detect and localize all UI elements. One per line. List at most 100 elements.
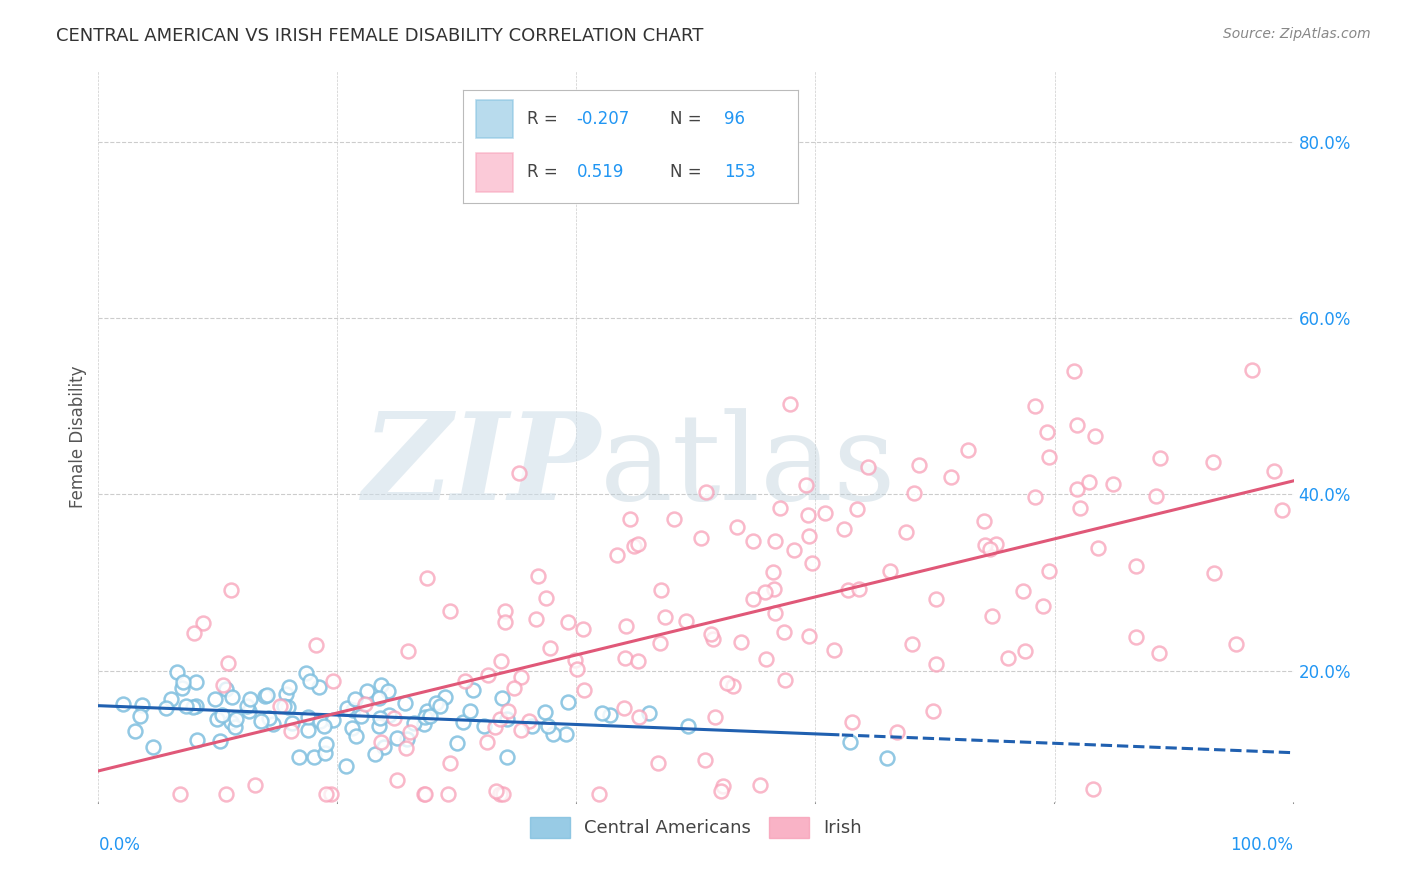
Point — [277, 681, 299, 695]
Point — [1084, 429, 1107, 443]
Point — [503, 681, 526, 695]
Point — [538, 640, 561, 655]
Point — [484, 720, 506, 734]
Text: ZIP: ZIP — [363, 407, 600, 525]
Point — [368, 711, 391, 725]
Point — [517, 714, 540, 728]
Point — [1036, 425, 1059, 440]
Point — [186, 733, 208, 747]
Point — [794, 478, 817, 492]
Point — [273, 698, 295, 713]
Point — [654, 610, 676, 624]
Point — [378, 707, 401, 722]
Point — [1078, 475, 1101, 490]
Point — [1083, 781, 1105, 796]
Point — [340, 721, 363, 735]
Point — [219, 715, 242, 730]
Point — [474, 719, 496, 733]
Point — [305, 638, 328, 652]
Point — [370, 734, 392, 748]
Point — [614, 618, 637, 632]
Point — [613, 701, 636, 715]
Point — [939, 469, 962, 483]
Point — [908, 458, 931, 473]
Point — [648, 635, 671, 649]
Point — [1087, 541, 1109, 555]
Point — [308, 680, 330, 694]
Point — [302, 750, 325, 764]
Point — [160, 692, 183, 706]
Point — [322, 713, 344, 727]
Point — [555, 727, 578, 741]
Point — [212, 678, 235, 692]
Point — [924, 591, 946, 606]
Point — [394, 696, 416, 710]
Point — [534, 591, 557, 606]
Point — [238, 704, 260, 718]
Point — [1271, 503, 1294, 517]
Point — [797, 529, 820, 543]
Point — [498, 704, 520, 718]
Point — [169, 787, 191, 801]
Point — [986, 537, 1008, 551]
Text: Source: ZipAtlas.com: Source: ZipAtlas.com — [1223, 27, 1371, 41]
Point — [413, 710, 436, 724]
Point — [619, 512, 641, 526]
Point — [1063, 364, 1085, 378]
Point — [297, 723, 319, 737]
Point — [1038, 450, 1060, 465]
Point — [489, 787, 512, 801]
Point — [1144, 489, 1167, 503]
Point — [425, 696, 447, 710]
Point — [492, 787, 515, 801]
Point — [769, 500, 792, 515]
Point — [274, 687, 297, 701]
Point — [124, 723, 146, 738]
Text: CENTRAL AMERICAN VS IRISH FEMALE DISABILITY CORRELATION CHART: CENTRAL AMERICAN VS IRISH FEMALE DISABIL… — [56, 27, 703, 45]
Point — [832, 523, 855, 537]
Point — [364, 747, 387, 761]
Point — [128, 708, 150, 723]
Point — [298, 674, 321, 689]
Point — [439, 756, 461, 770]
Point — [367, 690, 389, 705]
Point — [395, 731, 418, 746]
Point — [382, 711, 405, 725]
Point — [385, 772, 408, 787]
Point — [572, 683, 595, 698]
Point — [224, 720, 246, 734]
Point — [155, 700, 177, 714]
Point — [477, 667, 499, 681]
Point — [763, 582, 786, 596]
Point — [796, 508, 818, 522]
Point — [973, 514, 995, 528]
Point — [588, 787, 610, 801]
Point — [172, 674, 194, 689]
Point — [1066, 482, 1088, 496]
Point — [876, 751, 898, 765]
Point — [395, 740, 418, 755]
Point — [494, 615, 516, 629]
Point — [974, 538, 997, 552]
Point — [496, 749, 519, 764]
Point — [193, 616, 215, 631]
Point — [319, 787, 342, 801]
Point — [174, 698, 197, 713]
Point — [1125, 559, 1147, 574]
Point — [903, 485, 925, 500]
Point — [725, 520, 748, 534]
Point — [773, 673, 796, 688]
Point — [1069, 500, 1091, 515]
Point — [489, 712, 512, 726]
Point — [221, 690, 243, 704]
Point — [489, 654, 512, 668]
Point — [839, 735, 862, 749]
Point — [451, 715, 474, 730]
Point — [508, 466, 530, 480]
Point — [344, 691, 367, 706]
Point — [166, 665, 188, 679]
Point — [1066, 417, 1088, 432]
Point — [749, 778, 772, 792]
Legend: Central Americans, Irish: Central Americans, Irish — [523, 810, 869, 845]
Point — [856, 459, 879, 474]
